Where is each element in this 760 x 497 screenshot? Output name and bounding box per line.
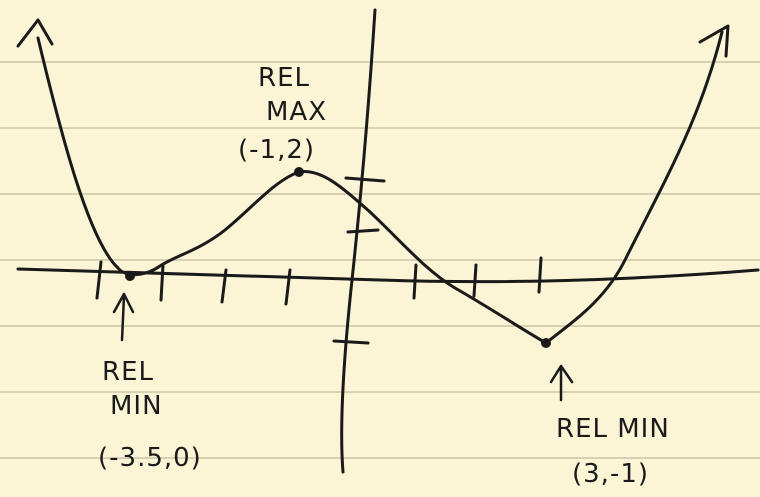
pointer-arrow-left-min [112, 292, 135, 342]
function-curve [36, 30, 724, 345]
rel-min-right-line1: REL MIN [556, 414, 670, 444]
y-tick [346, 228, 380, 234]
x-tick [159, 263, 165, 302]
rel-max-line2: MAX [266, 97, 327, 127]
rel-min-left-line1: REL [102, 357, 154, 387]
y-tick [344, 176, 386, 183]
curve-arrow-left [16, 18, 54, 48]
x-tick [95, 260, 103, 300]
label-rel-min-right: REL MIN (3,-1) [556, 414, 670, 489]
rel-max-coords: (-1,2) [238, 135, 315, 165]
x-tick [412, 263, 418, 300]
curve-arrow-right [698, 24, 730, 58]
x-ticks [95, 256, 543, 306]
point-rel-max [294, 167, 304, 177]
x-tick [537, 256, 543, 294]
ruled-lines [0, 61, 760, 459]
y-axis [340, 8, 377, 474]
point-rel-min-left [125, 271, 135, 281]
x-tick [284, 268, 292, 306]
label-rel-max: REL MAX (-1,2) [238, 63, 327, 165]
point-rel-min-right [541, 338, 551, 348]
rel-max-line1: REL [258, 63, 310, 93]
pointer-arrow-right-min [549, 364, 574, 402]
rel-min-left-coords: (-3.5,0) [98, 443, 202, 473]
y-ticks [332, 176, 386, 345]
y-tick [332, 339, 370, 345]
x-tick [220, 268, 228, 304]
rel-min-left-line2: MIN [110, 391, 163, 421]
label-rel-min-left: REL MIN (-3.5,0) [98, 357, 202, 473]
rel-min-right-coords: (3,-1) [572, 459, 649, 489]
x-tick [472, 263, 478, 298]
